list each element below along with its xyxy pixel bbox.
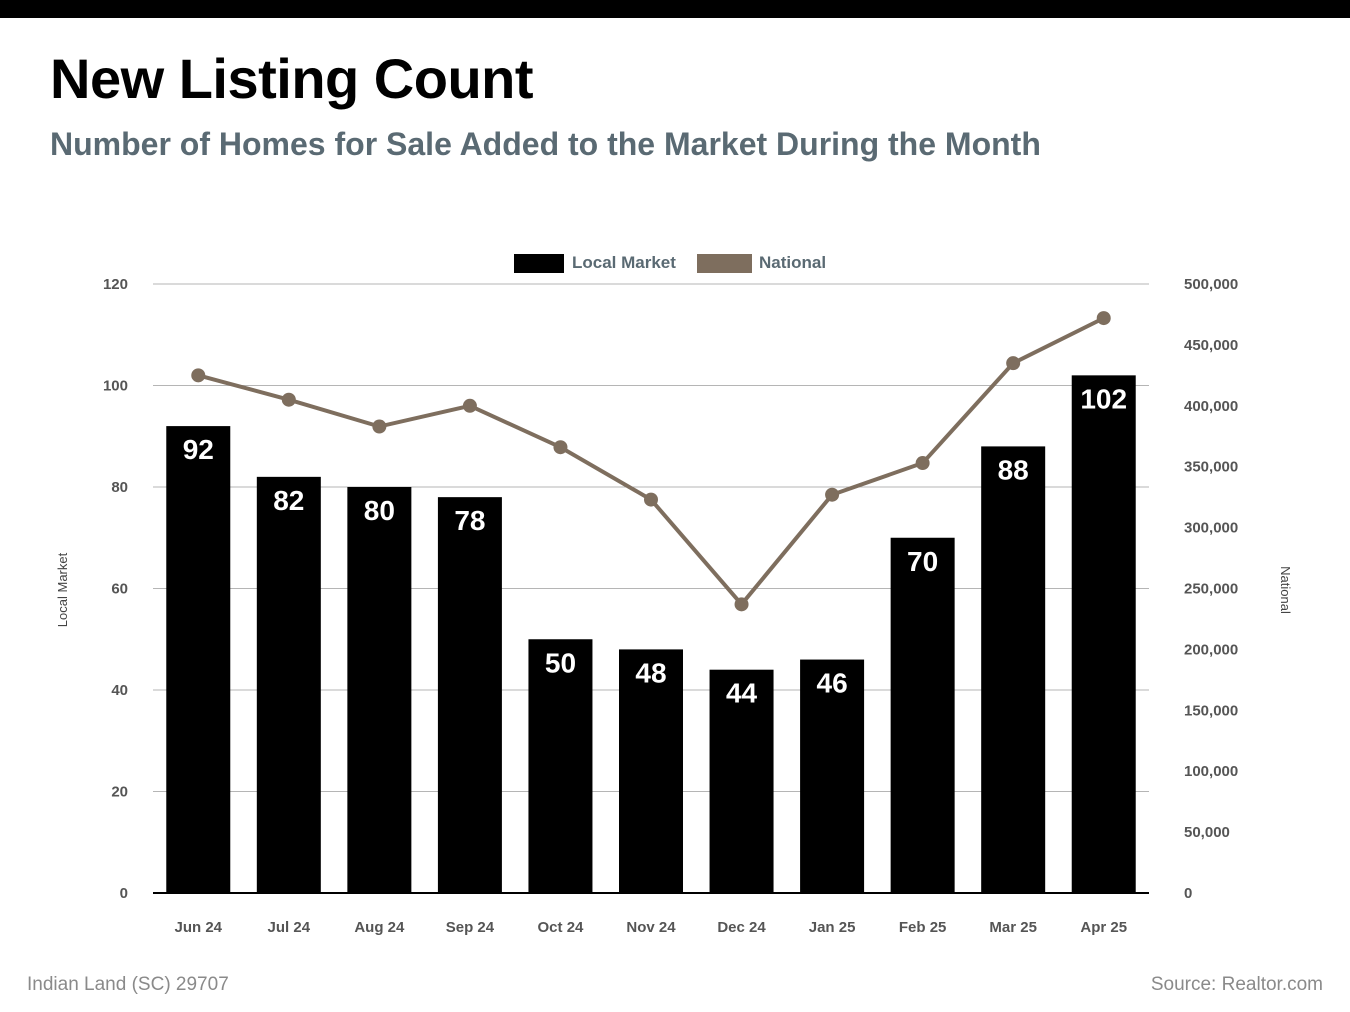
line-point — [825, 487, 840, 502]
y-tick-label: 60 — [111, 581, 128, 598]
y2-axis-title: National — [1278, 566, 1293, 614]
bar-data-label: 50 — [545, 647, 576, 678]
line-point — [1096, 311, 1111, 326]
x-tick-label: Jan 25 — [809, 919, 856, 936]
y2-tick-label: 250,000 — [1184, 581, 1238, 598]
line-point — [915, 456, 930, 471]
y-tick-label: 120 — [103, 276, 128, 293]
bar-data-label: 80 — [364, 495, 395, 526]
line-point — [644, 492, 658, 507]
line-point — [734, 597, 749, 612]
y2-tick-label: 200,000 — [1184, 641, 1238, 658]
y2-tick-label: 300,000 — [1184, 520, 1238, 537]
y-tick-label: 0 — [120, 885, 128, 902]
line-point — [372, 419, 387, 434]
bar — [166, 426, 231, 893]
x-tick-label: Jun 24 — [175, 919, 223, 936]
footer-location: Indian Land (SC) 29707 — [27, 974, 229, 995]
x-tick-label: Mar 25 — [989, 919, 1037, 936]
y-tick-label: 40 — [111, 682, 128, 699]
x-tick-label: Jul 24 — [268, 919, 311, 936]
bar-data-label: 44 — [726, 678, 758, 709]
y2-tick-label: 50,000 — [1184, 824, 1230, 841]
legend-label-local: Local Market — [572, 253, 676, 272]
y2-tick-label: 150,000 — [1184, 702, 1238, 719]
bar — [1071, 375, 1136, 894]
bar — [256, 476, 321, 893]
bar-data-label: 92 — [183, 434, 214, 465]
bar — [709, 669, 774, 893]
line-point — [281, 392, 296, 407]
y-tick-label: 80 — [111, 479, 128, 496]
bar — [437, 497, 502, 893]
legend-label-national: National — [759, 253, 826, 272]
bar — [528, 639, 593, 893]
bar — [890, 537, 955, 893]
y2-tick-label: 100,000 — [1184, 763, 1238, 780]
line-point — [1006, 356, 1021, 371]
x-tick-label: Aug 24 — [354, 919, 405, 936]
y-tick-label: 20 — [111, 784, 128, 801]
line-point — [553, 440, 568, 455]
bar-data-label: 46 — [817, 668, 848, 699]
bar-data-label: 48 — [635, 657, 666, 688]
y-tick-label: 100 — [103, 378, 128, 395]
x-tick-label: Feb 25 — [899, 919, 947, 936]
x-tick-label: Dec 24 — [717, 919, 766, 936]
x-tick-label: Nov 24 — [626, 919, 676, 936]
bar-data-label: 82 — [273, 485, 304, 516]
y2-tick-label: 450,000 — [1184, 337, 1238, 354]
footer-source: Source: Realtor.com — [1150, 974, 1323, 995]
chart-title: New Listing Count — [50, 47, 534, 110]
y2-tick-label: 350,000 — [1184, 459, 1238, 476]
bar-data-label: 102 — [1080, 383, 1127, 414]
x-tick-label: Oct 24 — [538, 919, 585, 936]
bar-data-label: 70 — [907, 546, 938, 577]
bar — [619, 649, 683, 893]
y2-tick-label: 0 — [1184, 885, 1192, 902]
y-axis-title: Local Market — [55, 552, 70, 627]
bar-data-label: 88 — [998, 454, 1029, 485]
y2-tick-label: 400,000 — [1184, 398, 1238, 415]
bar — [800, 659, 865, 893]
x-tick-label: Apr 25 — [1080, 919, 1127, 936]
y2-tick-label: 500,000 — [1184, 276, 1238, 293]
bar — [981, 446, 1046, 893]
legend-swatch-local — [514, 254, 564, 273]
bar-data-label: 78 — [454, 505, 485, 536]
series-line-national — [197, 316, 1105, 607]
x-tick-label: Sep 24 — [446, 919, 495, 936]
line-point — [462, 398, 477, 413]
chart-subtitle: Number of Homes for Sale Added to the Ma… — [50, 126, 1041, 162]
top-bar — [0, 0, 1350, 18]
bar — [347, 487, 412, 893]
legend-swatch-national — [697, 254, 752, 273]
line-point — [191, 368, 206, 383]
